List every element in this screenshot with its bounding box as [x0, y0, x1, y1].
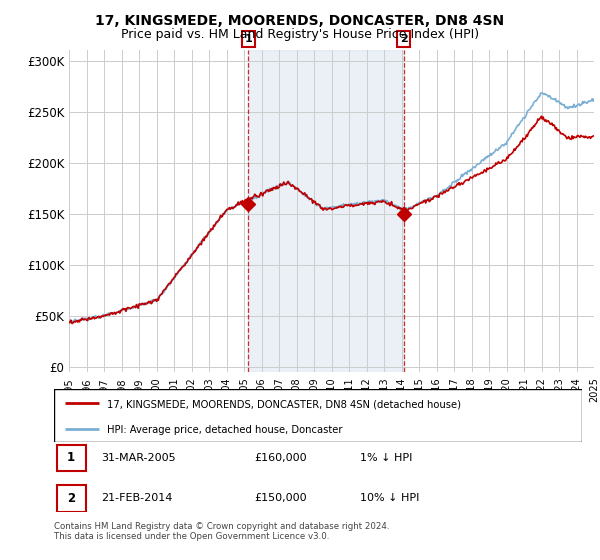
Text: 10% ↓ HPI: 10% ↓ HPI [360, 493, 419, 503]
Text: Contains HM Land Registry data © Crown copyright and database right 2024.
This d: Contains HM Land Registry data © Crown c… [54, 522, 389, 542]
Text: 17, KINGSMEDE, MOORENDS, DONCASTER, DN8 4SN (detached house): 17, KINGSMEDE, MOORENDS, DONCASTER, DN8 … [107, 399, 461, 409]
Text: 21-FEB-2014: 21-FEB-2014 [101, 493, 173, 503]
Text: 2: 2 [67, 492, 75, 505]
Text: 2: 2 [400, 34, 407, 44]
Text: 1: 1 [245, 34, 252, 44]
Text: £150,000: £150,000 [254, 493, 307, 503]
Bar [248, 50, 404, 372]
Text: Price paid vs. HM Land Registry's House Price Index (HPI): Price paid vs. HM Land Registry's House … [121, 28, 479, 41]
Text: 17, KINGSMEDE, MOORENDS, DONCASTER, DN8 4SN: 17, KINGSMEDE, MOORENDS, DONCASTER, DN8 … [95, 14, 505, 28]
FancyBboxPatch shape [54, 389, 582, 442]
FancyBboxPatch shape [56, 485, 86, 512]
Text: HPI: Average price, detached house, Doncaster: HPI: Average price, detached house, Donc… [107, 424, 342, 435]
Text: 31-MAR-2005: 31-MAR-2005 [101, 453, 176, 463]
FancyBboxPatch shape [56, 445, 86, 471]
Text: 1: 1 [67, 451, 75, 464]
Text: £160,000: £160,000 [254, 453, 307, 463]
Text: 1% ↓ HPI: 1% ↓ HPI [360, 453, 413, 463]
